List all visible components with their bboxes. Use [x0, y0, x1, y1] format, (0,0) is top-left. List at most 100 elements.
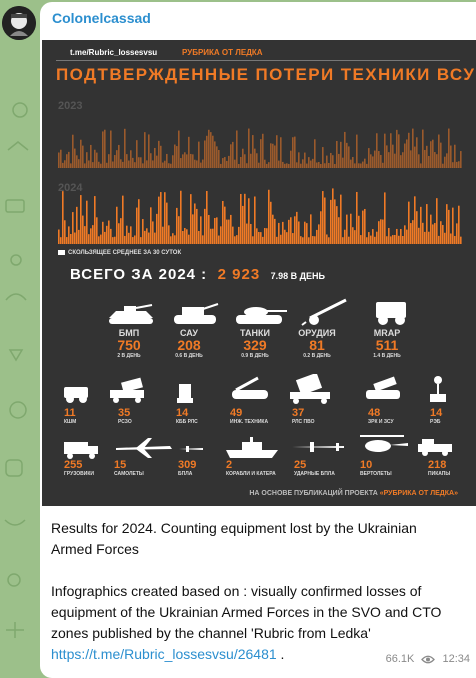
timeline-bar	[348, 146, 350, 168]
timeline-bar	[304, 152, 306, 168]
count-helicopters: 10 ВЕРТОЛЕТЫ	[360, 459, 392, 478]
count-value: 37	[292, 407, 305, 419]
timeline-bar	[96, 152, 98, 168]
count-command-vehicles: 11 КШМ	[64, 407, 76, 426]
timeline-bar	[214, 217, 216, 244]
timeline-bar	[306, 223, 308, 244]
timeline-bar	[224, 206, 226, 244]
count-mlrs: 35 РСЗО	[118, 408, 132, 426]
sender-name[interactable]: Colonelcassad	[52, 10, 151, 26]
timeline-bar	[366, 237, 368, 244]
timeline-bar	[204, 208, 206, 244]
timeline-bar	[336, 206, 338, 244]
timeline-bar	[152, 221, 154, 244]
timeline-bar	[384, 192, 386, 244]
total-value: 2 923	[217, 266, 261, 283]
timeline-bar	[74, 232, 76, 244]
timeline-bar	[170, 236, 172, 244]
timeline-bar	[220, 226, 222, 244]
timeline-bar	[262, 133, 264, 168]
timeline-bar	[148, 232, 150, 244]
timeline-bar	[346, 214, 348, 244]
count-value: 10	[360, 459, 373, 471]
timeline-bar	[242, 148, 244, 168]
timeline-bar	[80, 195, 82, 244]
timeline-bar	[102, 221, 104, 244]
timeline-bar	[150, 207, 152, 244]
timeline-bar	[188, 136, 190, 168]
timeline-bar	[218, 235, 220, 244]
timeline-bar	[156, 155, 158, 168]
pickup-icon	[418, 439, 452, 456]
timeline-bar	[352, 227, 354, 244]
timeline-bar	[298, 221, 300, 244]
timeline-bar	[94, 196, 96, 244]
tank-icon	[236, 307, 287, 324]
timeline-bar	[390, 236, 392, 244]
timeline-bar	[198, 141, 200, 168]
timeline-bar	[380, 219, 382, 244]
timeline-bar	[292, 233, 294, 244]
count-value: 48	[368, 407, 381, 419]
message-paragraph-2: Infographics created based on : visually…	[51, 581, 461, 665]
category-value: 511	[375, 337, 399, 353]
timeline-bar	[98, 161, 100, 168]
timeline-bar	[412, 128, 414, 168]
timeline-bar	[414, 196, 416, 244]
timeline-bar	[74, 148, 76, 168]
category-ifv: БМП 750 2 В ДЕНЬ	[104, 328, 154, 359]
timeline-bar	[326, 234, 328, 244]
timeline-bar	[200, 216, 202, 244]
timeline-bar	[90, 144, 92, 168]
timeline-bar	[438, 134, 440, 168]
timeline-bar	[62, 162, 64, 168]
timeline-bar	[222, 158, 224, 168]
timeline-bar	[312, 158, 314, 168]
timeline-bar	[322, 147, 324, 168]
timeline-bar	[142, 163, 144, 168]
count-value: 49	[230, 407, 243, 419]
timeline-bar	[258, 162, 260, 168]
timeline-bar	[70, 163, 72, 168]
timeline-bar	[106, 162, 108, 168]
timeline-bar	[226, 160, 228, 168]
timeline-bar	[184, 152, 186, 168]
timeline-bar	[282, 221, 284, 244]
timeline-bar	[240, 193, 242, 244]
timeline-bar	[206, 190, 208, 244]
timeline-bar	[272, 143, 274, 168]
timeline-bar	[238, 226, 240, 244]
timeline-bar	[454, 235, 456, 244]
count-value: 11	[64, 407, 76, 419]
timeline-bar	[384, 133, 386, 168]
timeline-bar	[364, 158, 366, 168]
timeline-bar	[314, 139, 316, 168]
timeline-bar	[126, 225, 128, 244]
timeline-bar	[64, 160, 66, 168]
timeline-bar	[134, 162, 136, 168]
timeline-bar	[412, 220, 414, 244]
count-sam-systems: 48 ЗРК И ЗСУ	[368, 407, 394, 426]
timeline-bar	[90, 228, 92, 244]
count-value: 14	[176, 407, 189, 419]
timeline-bar	[116, 206, 118, 244]
timeline-bar	[284, 229, 286, 244]
timeline-bar	[456, 223, 458, 244]
channel-avatar[interactable]	[2, 6, 36, 40]
timeline-bar	[132, 157, 134, 168]
timeline-bar	[450, 145, 452, 168]
timeline-bar	[212, 228, 214, 244]
timeline-bar	[440, 142, 442, 168]
timeline-bar	[422, 222, 424, 244]
timeline-bar	[454, 144, 456, 168]
timeline-bar	[294, 216, 296, 244]
infographic-image[interactable]: t.me/Rubric_lossesvsu РУБРИКА ОТ ЛЕДКА П…	[42, 40, 476, 506]
timeline-bar	[324, 163, 326, 168]
message-link[interactable]: https://t.me/Rubric_lossesvsu/26481	[51, 646, 277, 662]
timeline-bar	[342, 157, 344, 168]
timeline-bar	[144, 132, 146, 168]
footer-project: «РУБРИКА ОТ ЛЕДКА»	[379, 490, 458, 497]
spg-icon	[174, 303, 219, 324]
timeline-bar	[228, 155, 230, 168]
timeline-bar	[430, 141, 432, 168]
